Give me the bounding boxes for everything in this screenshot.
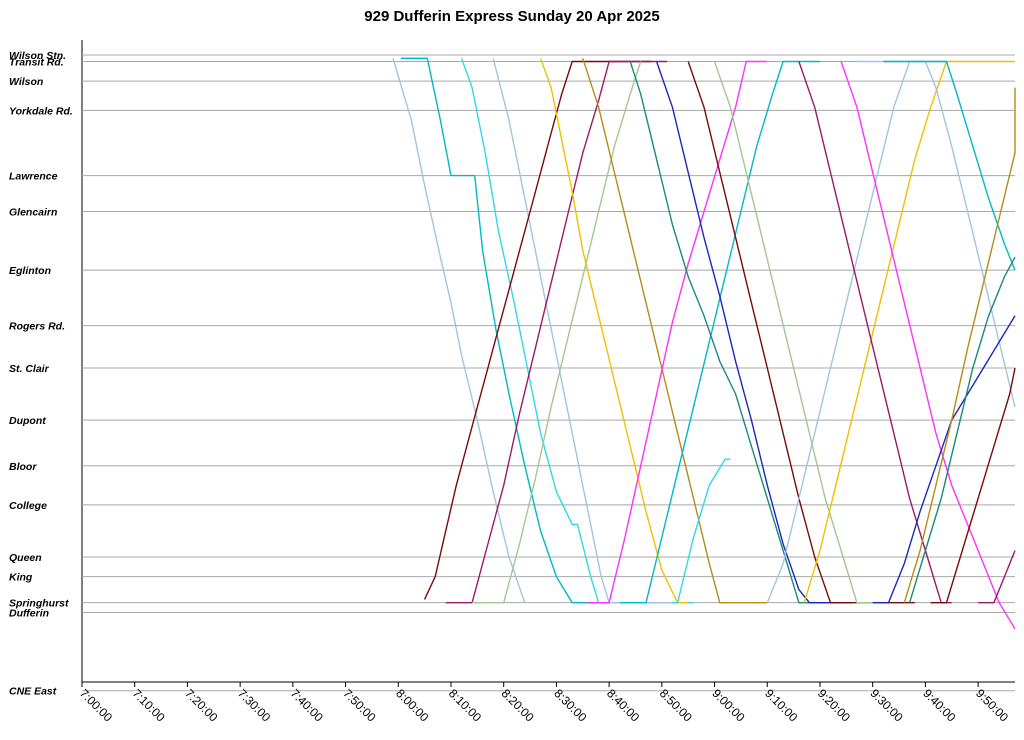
vehicle-trajectory [655,61,852,604]
vehicle-trajectory [872,315,1016,604]
vehicle-trajectory [460,58,694,604]
vehicle-trajectory [978,550,1016,604]
vehicle-trajectory [883,60,1016,271]
stop-label: College [9,500,47,512]
vehicle-trajectory [930,367,1016,604]
vehicle-trajectory [766,60,952,603]
x-tick-label: 8:50:00 [657,686,695,724]
x-tick-label: 8:30:00 [551,686,589,724]
stop-label: Rogers Rd. [9,321,65,333]
chart-title: 929 Dufferin Express Sunday 20 Apr 2025 [364,8,660,25]
x-tick-label: 7:10:00 [130,686,168,724]
stop-label: Eglinton [9,265,51,277]
stop-label: CNE East [9,686,57,698]
vehicle-trajectory [588,60,768,604]
x-tick-label: 9:10:00 [762,686,800,724]
vehicle-trajectory [713,61,884,604]
vehicle-trajectory [840,61,1016,630]
stop-label: St. Clair [9,363,50,375]
x-tick-label: 9:20:00 [815,686,853,724]
vehicle-trajectory [400,57,652,604]
vehicle-trajectory [687,61,915,604]
x-tick-label: 7:20:00 [182,686,220,724]
vehicle-trajectory [903,87,1016,603]
x-tick-label: 9:30:00 [868,686,906,724]
x-tick-label: 9:40:00 [920,686,958,724]
vehicle-trajectory [539,58,689,604]
stop-label: King [9,572,33,584]
vehicle-trajectory [803,60,1015,603]
x-tick-label: 7:00:00 [77,686,115,724]
stop-label: Dupont [9,415,46,427]
stop-label: Wilson Stn. [9,50,66,62]
stop-label: Wilson [9,76,43,88]
vehicle-trajectory [472,61,642,604]
x-tick-label: 8:00:00 [393,686,431,724]
stop-label: Bloor [9,461,37,473]
vehicle-trajectory [619,60,820,604]
x-tick-label: 9:50:00 [973,686,1011,724]
x-tick-label: 8:40:00 [604,686,642,724]
x-tick-label: 8:10:00 [446,686,484,724]
vehicle-trajectory [445,60,668,604]
vehicle-trajectory [492,58,673,604]
x-tick-label: 9:00:00 [709,686,747,724]
vehicle-trajectory [908,256,1016,603]
vehicle-trajectory [856,60,1016,408]
stop-label: Lawrence [9,171,58,183]
vehicle-trajectory [392,58,526,603]
vehicle-trajectory [672,458,731,604]
stop-label: Transit Rd. [9,57,64,69]
stop-label: Yorkdale Rd. [9,105,73,117]
x-tick-label: 8:20:00 [499,686,537,724]
stop-label: Dufferin [9,607,49,619]
stop-label: Springhurst [9,598,69,610]
x-tick-label: 7:30:00 [235,686,273,724]
stop-label: Queen [9,552,42,564]
x-tick-label: 7:40:00 [288,686,326,724]
stop-label: Glencairn [9,206,57,218]
vehicle-trajectory [629,61,831,604]
x-tick-label: 7:50:00 [340,686,378,724]
vehicle-trajectory [798,61,952,604]
vehicle-trajectory [582,58,768,604]
